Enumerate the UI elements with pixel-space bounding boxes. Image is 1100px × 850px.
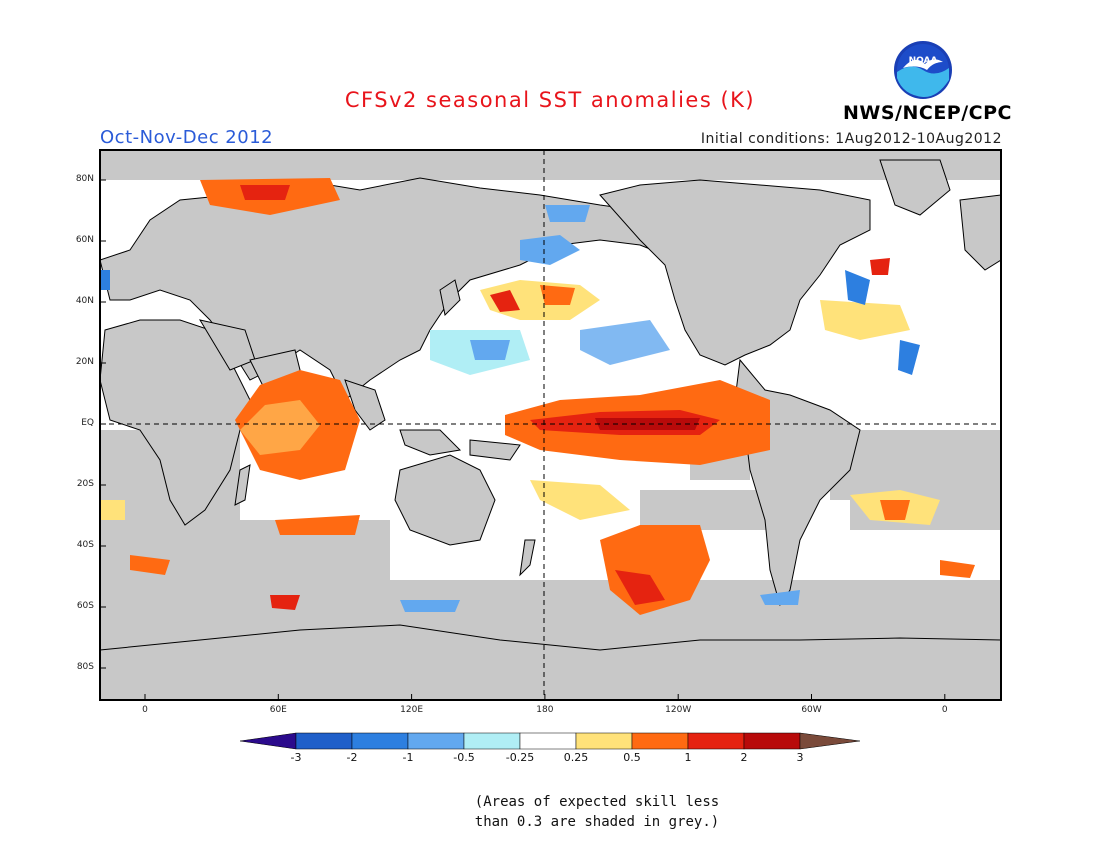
colorbar-label: -1 xyxy=(402,751,414,764)
longitude-label: 120E xyxy=(400,705,424,715)
latitude-label: 60N xyxy=(75,235,94,245)
colorbar-label: 0.25 xyxy=(563,751,589,764)
axis-ticks xyxy=(100,179,946,700)
longitude-label: 60W xyxy=(801,705,822,715)
latitude-label: 40N xyxy=(75,296,94,306)
colorbar-label: 0.5 xyxy=(623,751,641,764)
colorbar-label: -0.25 xyxy=(505,751,535,764)
map-frame xyxy=(99,149,1002,701)
footnote: (Areas of expected skill less than 0.3 a… xyxy=(0,792,1100,832)
colorbar-label: -3 xyxy=(290,751,302,764)
continents xyxy=(100,159,1001,700)
longitude-label: 180 xyxy=(536,705,554,715)
colorbar-label: -0.5 xyxy=(453,751,475,764)
negative-anomalies xyxy=(100,205,920,612)
latitude-label: 40S xyxy=(76,540,94,550)
latitude-label: 20N xyxy=(75,357,94,367)
forecast-period: Oct-Nov-Dec 2012 xyxy=(100,127,274,148)
longitude-label: 0 xyxy=(142,705,148,715)
latitude-label: 80S xyxy=(76,662,94,672)
agency-label: NWS/NCEP/CPC xyxy=(843,102,1012,124)
map-title-text: CFSv2 seasonal SST anomalies (K) xyxy=(344,88,756,112)
footnote-line-2: than 0.3 are shaded in grey.) xyxy=(474,814,720,830)
logo-text: NOAA xyxy=(909,56,938,66)
positive-anomalies xyxy=(100,178,975,615)
longitude-label: 0 xyxy=(941,705,948,715)
colorbar-label: 3 xyxy=(796,751,804,764)
colorbar-label: 1 xyxy=(684,751,692,764)
latitude-label: 60S xyxy=(76,601,94,611)
colorbar-label: 2 xyxy=(740,751,748,764)
initial-conditions: Initial conditions: 1Aug2012-10Aug2012 xyxy=(700,131,1002,147)
longitude-label: 60E xyxy=(269,705,287,715)
latitude-label: EQ xyxy=(81,418,94,428)
latitude-label: 80N xyxy=(75,174,94,184)
colorbar-label: -2 xyxy=(346,751,358,764)
map-title: CFSv2 seasonal SST anomalies (K) xyxy=(0,88,1100,112)
longitude-label: 120W xyxy=(665,705,692,715)
footnote-line-1: (Areas of expected skill less xyxy=(474,794,720,810)
latitude-label: 20S xyxy=(76,479,94,489)
noaa-logo-icon: NOAA xyxy=(894,41,952,99)
